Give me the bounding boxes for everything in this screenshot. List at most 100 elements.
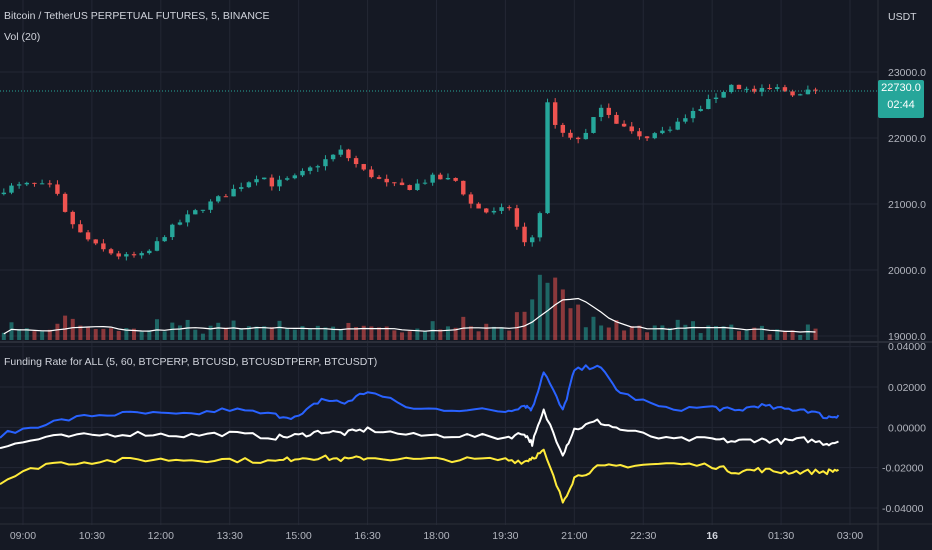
candle-body: [530, 237, 535, 243]
volume-bar: [553, 277, 558, 340]
candle-body: [614, 114, 619, 124]
volume-bar: [377, 327, 382, 340]
candle-body: [269, 177, 275, 187]
candle-body: [124, 254, 129, 257]
volume-bar: [109, 328, 114, 340]
candle-body: [790, 91, 795, 96]
candle-body: [415, 183, 420, 190]
volume-bar: [591, 316, 596, 340]
candle-body: [545, 102, 550, 214]
volume-bar: [269, 327, 274, 340]
candle-body: [744, 88, 749, 90]
candle-body: [729, 84, 734, 93]
candle-body: [307, 167, 313, 171]
candle-body: [131, 254, 137, 256]
candle-body: [277, 179, 282, 187]
candle-body: [116, 253, 121, 257]
candle-body: [231, 188, 236, 197]
candle-body: [185, 214, 190, 223]
volume-bar: [407, 331, 412, 340]
volume-bar: [560, 289, 565, 340]
last-price-value: 22730.0: [881, 82, 921, 94]
candle-body: [208, 201, 213, 210]
candle-body: [292, 175, 298, 179]
volume-bar: [139, 331, 144, 340]
time-tick-label: 16:30: [354, 530, 380, 542]
price-tick-label: 20000.0: [888, 265, 926, 277]
candle-body: [430, 174, 435, 183]
candle-body: [216, 196, 221, 202]
volume-bar: [262, 326, 267, 340]
candle-body: [759, 87, 765, 92]
price-tick-label: 21000.0: [888, 199, 926, 211]
candle-body: [644, 136, 650, 139]
candle-body: [24, 182, 30, 185]
time-tick-label: 15:00: [286, 530, 312, 542]
volume-bar: [775, 329, 780, 340]
volume-bar: [300, 326, 305, 340]
candle-body: [629, 126, 634, 132]
candle-body: [346, 149, 351, 159]
price-tick-label: 22000.0: [888, 133, 926, 145]
volume-bar: [622, 330, 627, 340]
funding-tick-label: 0.04000: [888, 341, 926, 353]
candle-body: [736, 84, 742, 90]
volume-bar: [331, 326, 336, 340]
volume-bar: [32, 331, 37, 340]
volume-bar: [660, 325, 665, 340]
volume-bar: [101, 328, 106, 340]
grid-lines: [0, 0, 878, 525]
volume-bar: [468, 326, 473, 340]
candle-body: [223, 196, 229, 198]
volume-bar: [805, 324, 810, 340]
funding-tick-label: 0.02000: [888, 382, 926, 394]
candle-body: [468, 194, 474, 204]
volume-bar: [9, 322, 14, 340]
candle-body: [690, 110, 696, 119]
time-tick-label: 22:30: [630, 530, 656, 542]
candle-body: [330, 154, 336, 160]
candle-body: [47, 183, 52, 185]
candle-body: [108, 249, 114, 254]
funding-axis[interactable]: 0.04000 0.02000 0.00000 -0.02000 -0.04000: [882, 341, 926, 515]
volume-bar: [675, 319, 680, 340]
candle-body: [438, 174, 443, 180]
volume-bar: [576, 304, 581, 340]
volume-bar: [537, 274, 542, 340]
time-tick-label: 03:00: [837, 530, 863, 542]
candle-body: [598, 107, 604, 118]
volume-bar: [445, 326, 450, 340]
funding-line-blue: [0, 364, 840, 439]
candle-body: [591, 117, 596, 133]
volume-bar: [599, 325, 604, 340]
funding-line-yellow: [0, 448, 840, 504]
time-tick-label: 12:00: [148, 530, 174, 542]
candle-body: [62, 193, 68, 212]
currency-label: USDT: [888, 11, 917, 23]
volume-bar: [292, 329, 297, 340]
candle-body: [445, 177, 451, 180]
time-tick-label: 09:00: [10, 530, 36, 542]
candle-body: [315, 166, 320, 168]
candle-body: [70, 211, 75, 225]
volume-bar: [86, 327, 91, 340]
candle-body: [568, 132, 573, 138]
volume-bar: [185, 319, 190, 340]
candle-body: [798, 94, 803, 96]
candle-body: [606, 107, 611, 115]
volume-bar: [721, 326, 726, 340]
price-axis[interactable]: 23000.0 22000.0 21000.0 20000.0 19000.0: [888, 67, 926, 343]
volume-bar: [668, 327, 673, 340]
volume-bar: [499, 327, 504, 340]
volume-bar: [124, 328, 129, 340]
candle-body: [392, 182, 397, 184]
time-tick-label: 10:30: [79, 530, 105, 542]
candle-body: [162, 237, 167, 242]
funding-tick-label: 0.00000: [888, 422, 926, 434]
volume-bar: [491, 326, 496, 340]
volume-bar: [476, 331, 481, 340]
time-tick-label: 16: [706, 530, 718, 542]
candle-body: [147, 250, 152, 254]
candle-body: [338, 149, 343, 155]
